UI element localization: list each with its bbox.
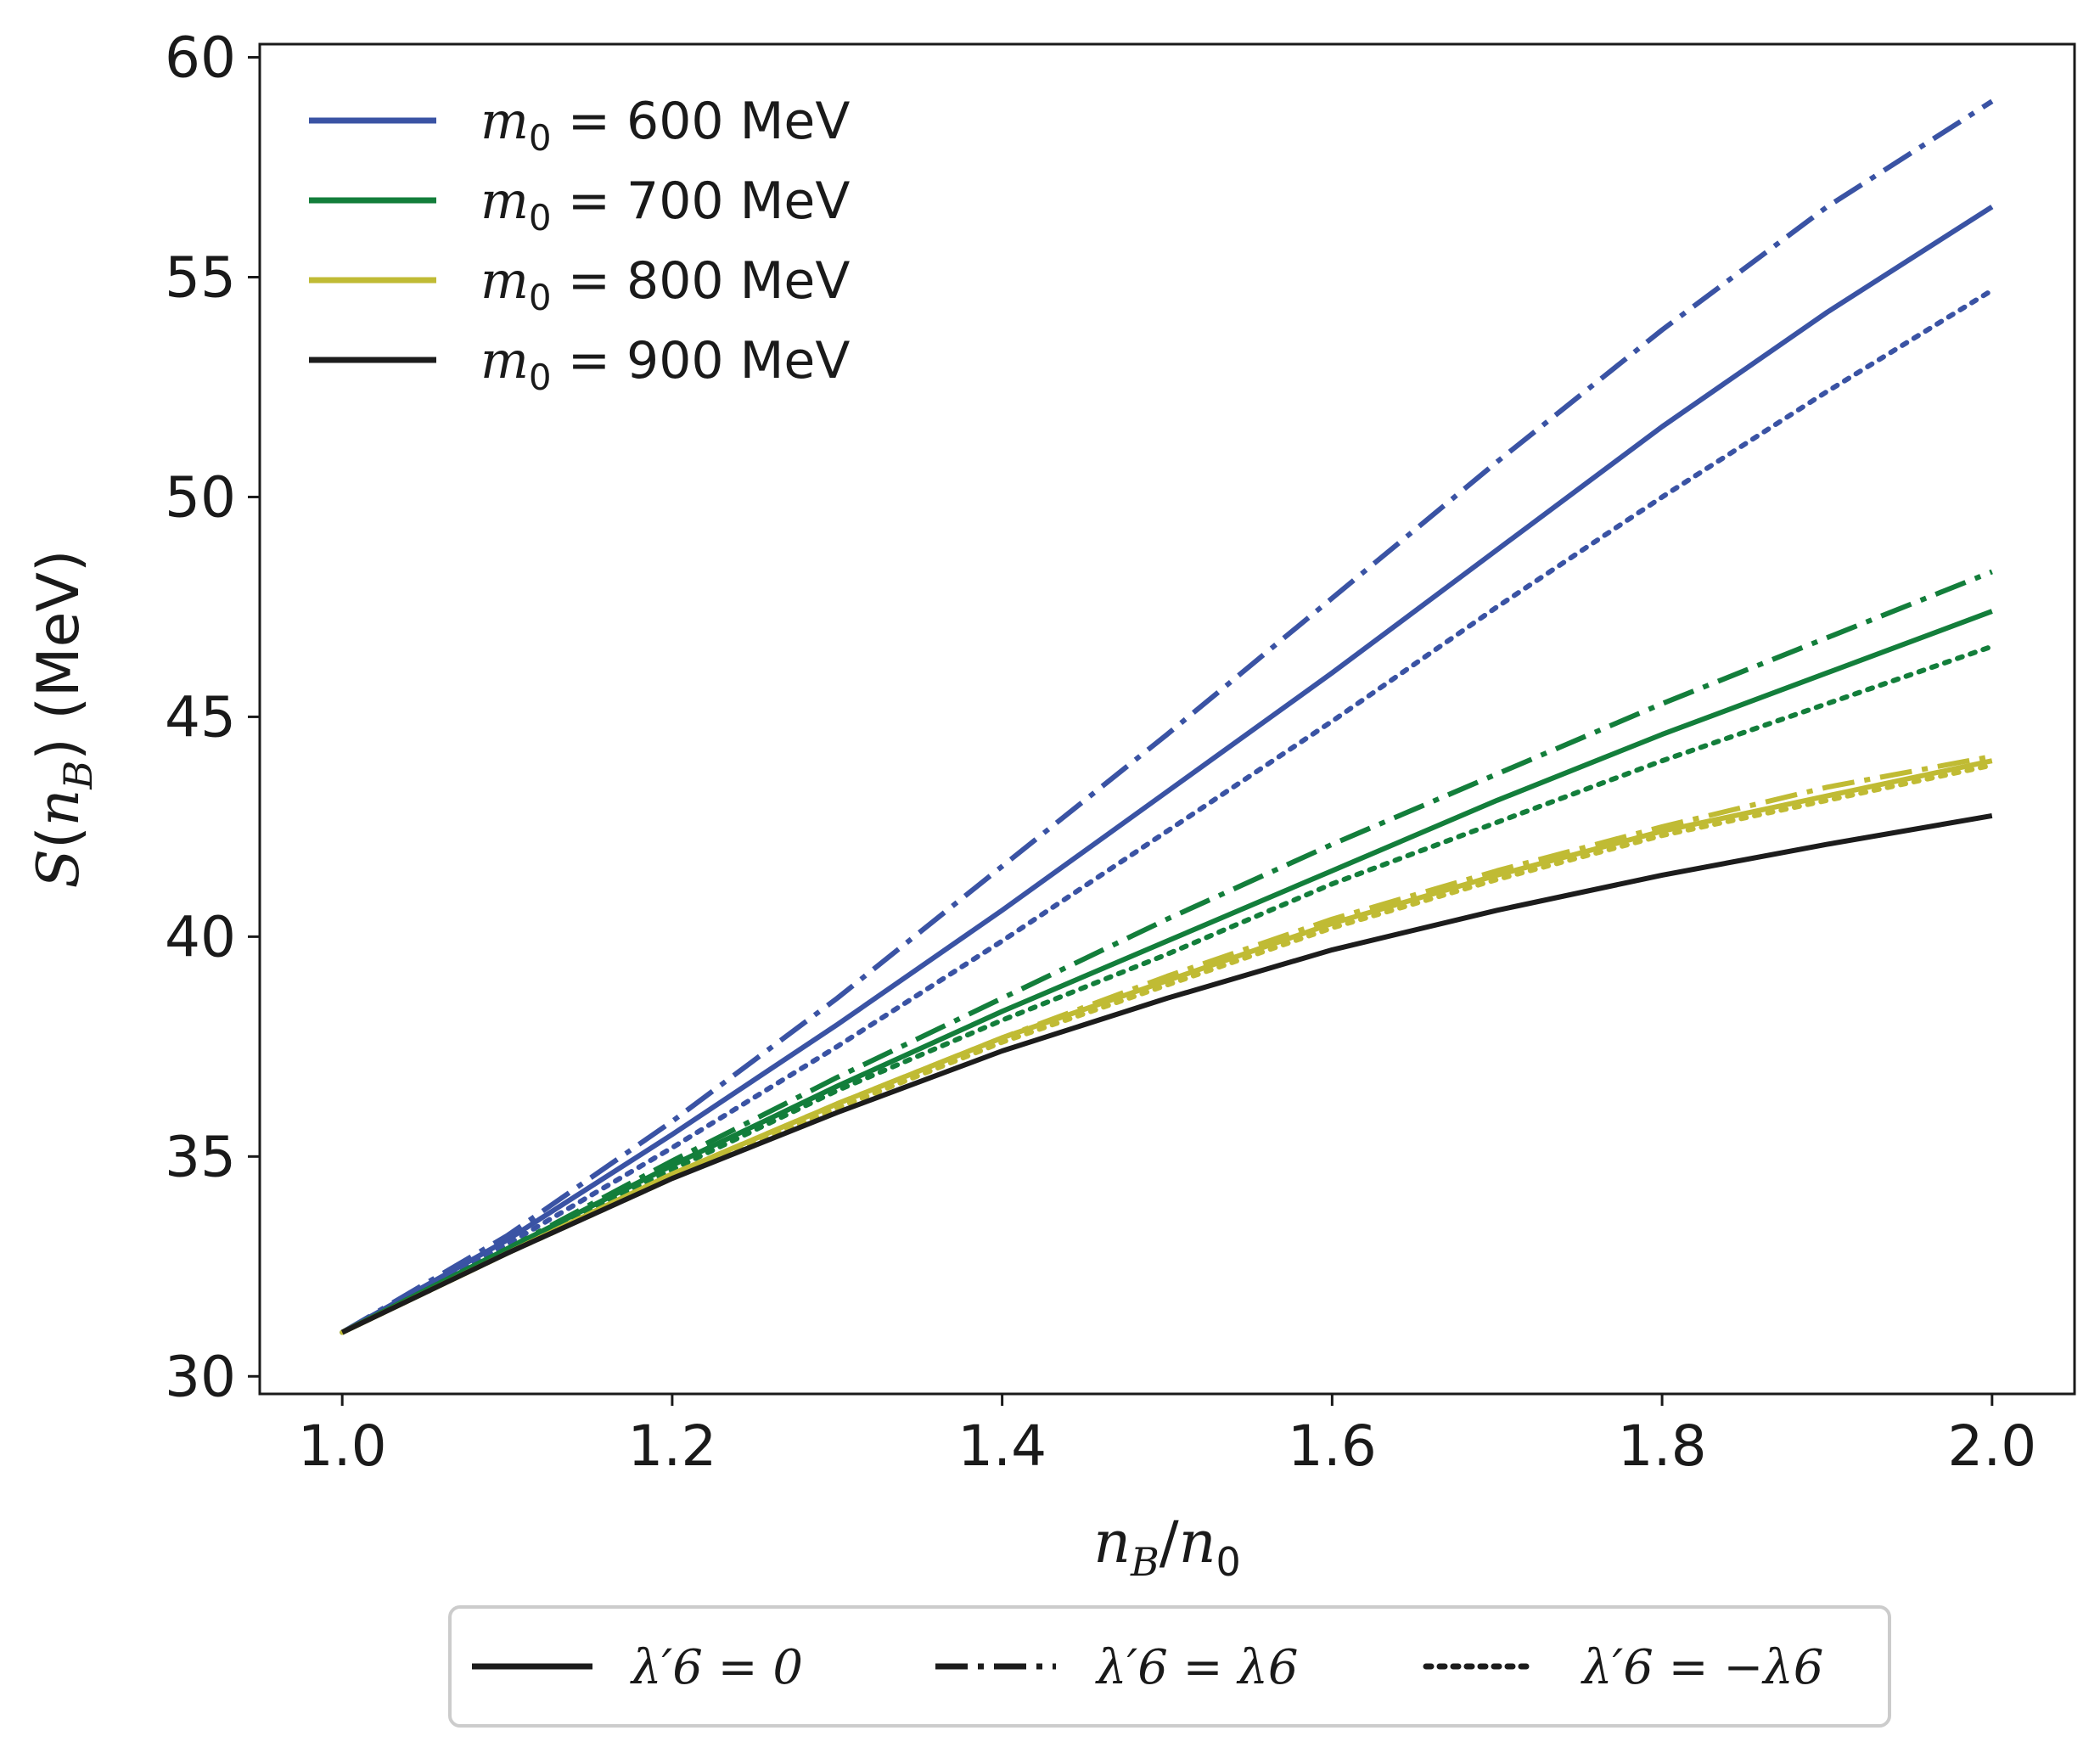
series-line-600mev-solid [340, 205, 1994, 1335]
x-tick-label: 1.6 [1288, 1413, 1377, 1479]
y-tick-label: 40 [165, 904, 236, 969]
y-tick-label: 30 [165, 1344, 236, 1409]
y-tick-label: 60 [165, 25, 236, 91]
style-legend-label: λ′6 = λ6 [1095, 1640, 1298, 1695]
x-tick-label: 2.0 [1947, 1413, 2036, 1479]
style-legend-label: λ′6 = 0 [630, 1640, 803, 1695]
plot-area [260, 44, 2075, 1394]
y-tick-label: 35 [165, 1124, 236, 1189]
legend-label: m0 = 900 MeV [480, 331, 850, 398]
series-line-600mev-dotted [340, 288, 1995, 1335]
series-line-900mev-solid [340, 812, 1993, 1335]
x-tick-label: 1.8 [1618, 1413, 1707, 1479]
legend-label: m0 = 800 MeV [480, 251, 850, 318]
x-axis-label: nB/n0 [1093, 1509, 1241, 1585]
style-legend: λ′6 = 0 λ′6 = λ6 λ′6 = −λ6 [448, 1605, 1891, 1728]
legend-label: m0 = 600 MeV [480, 92, 850, 159]
x-tick-label: 1.4 [957, 1413, 1047, 1479]
series-group [340, 98, 1995, 1335]
x-tick-label: 1.2 [627, 1413, 716, 1479]
series-line-700mev-dotted [340, 643, 1995, 1335]
axes-frame [258, 42, 2076, 1396]
style-legend-box [448, 1605, 1891, 1728]
series-line-800mev-dashdot [340, 754, 1993, 1335]
y-tick-label: 50 [165, 464, 236, 530]
y-tick-label: 55 [165, 244, 236, 310]
legend-label: m0 = 700 MeV [480, 171, 850, 239]
mass-legend: m0 = 600 MeV m0 = 700 MeV m0 = 800 MeV m0 =… [309, 92, 850, 398]
y-axis-label: S(nB) (MeV) [25, 550, 101, 889]
style-legend-label: λ′6 = −λ6 [1581, 1640, 1823, 1695]
series-line-700mev-dashdot [340, 569, 1993, 1335]
x-tick-label: 1.0 [298, 1413, 387, 1479]
series-line-700mev-solid [340, 609, 1993, 1335]
series-line-600mev-dashdot [340, 98, 1994, 1335]
y-tick-label: 45 [165, 684, 236, 750]
